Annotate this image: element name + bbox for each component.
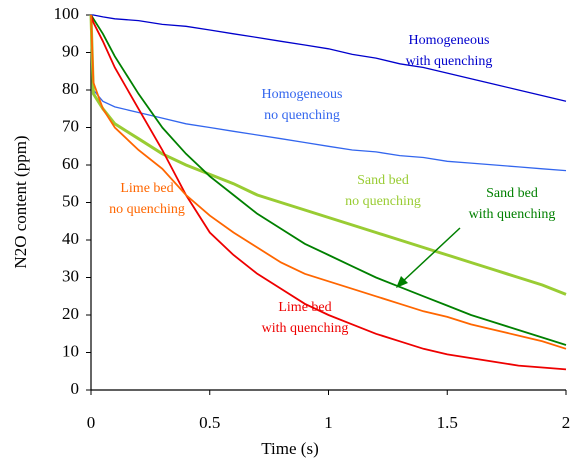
arrow-head bbox=[396, 276, 408, 288]
y-tick-label: 30 bbox=[62, 266, 79, 285]
line-series bbox=[91, 14, 567, 102]
line-series bbox=[90, 14, 567, 350]
line-series bbox=[90, 14, 567, 346]
y-tick-label: 70 bbox=[62, 116, 79, 135]
series-label: no quenching bbox=[109, 202, 185, 217]
line-series bbox=[90, 14, 567, 371]
y-tick-label: 0 bbox=[71, 379, 80, 398]
series-label: with quenching bbox=[469, 207, 556, 222]
y-tick-label: 10 bbox=[62, 341, 79, 360]
y-tick-label: 50 bbox=[62, 191, 79, 210]
series-label: no quenching bbox=[264, 108, 340, 123]
series-label: with quenching bbox=[262, 321, 349, 336]
y-axis-title: N2O content (ppm) bbox=[11, 135, 30, 268]
series-label: Lime bed bbox=[278, 300, 331, 315]
y-tick-label: 40 bbox=[62, 229, 79, 248]
y-tick-label: 100 bbox=[54, 4, 80, 23]
y-tick-label: 20 bbox=[62, 304, 79, 323]
x-tick-label: 1.5 bbox=[437, 413, 458, 432]
line-series bbox=[89, 14, 567, 296]
series-label: Lime bed bbox=[120, 181, 173, 196]
series-label: Sand bed bbox=[486, 186, 538, 201]
annotation-arrow bbox=[399, 227, 461, 285]
y-tick-label: 90 bbox=[62, 41, 79, 60]
y-tick-label: 60 bbox=[62, 154, 79, 173]
x-tick-label: 2 bbox=[562, 413, 571, 432]
x-tick-label: 1 bbox=[324, 413, 333, 432]
series-label: no quenching bbox=[345, 194, 421, 209]
y-tick-label: 80 bbox=[62, 79, 79, 98]
x-tick-label: 0 bbox=[87, 413, 96, 432]
series-label: Homogeneous bbox=[262, 87, 343, 102]
x-axis-title: Time (s) bbox=[261, 439, 318, 458]
line-series bbox=[90, 14, 567, 172]
series-label: Sand bed bbox=[357, 173, 409, 188]
x-tick-label: 0.5 bbox=[199, 413, 220, 432]
series-label: Homogeneous bbox=[409, 33, 490, 48]
series-label: with quenching bbox=[406, 54, 493, 69]
